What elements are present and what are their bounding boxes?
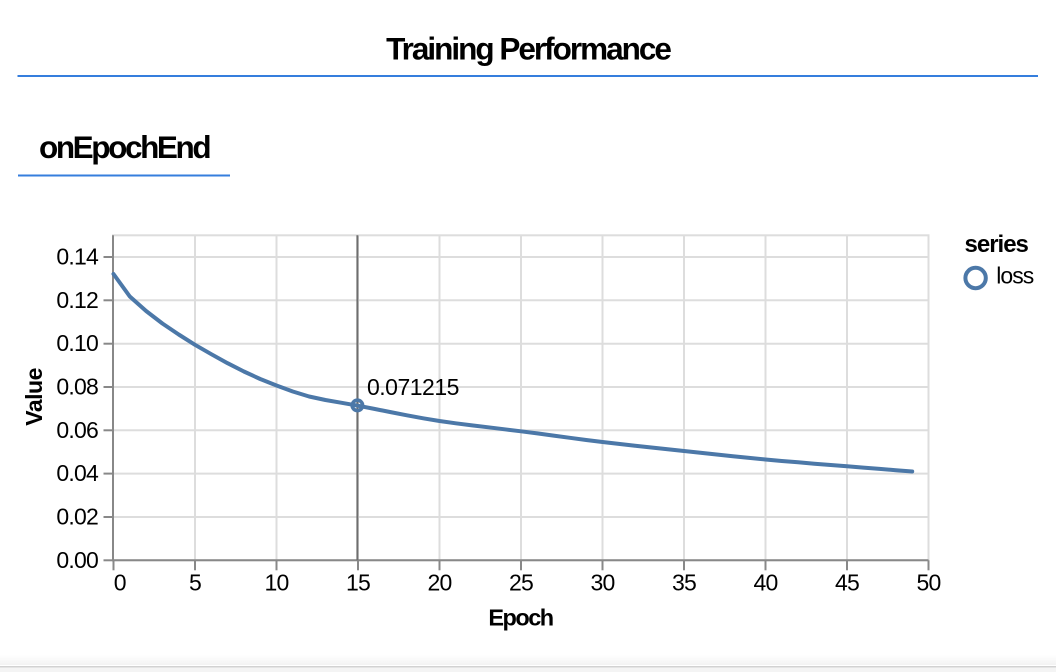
svg-text:0.00: 0.00 (56, 547, 98, 573)
svg-text:0.06: 0.06 (56, 417, 98, 443)
svg-text:Epoch: Epoch (488, 605, 552, 631)
svg-text:10: 10 (265, 570, 289, 596)
svg-text:40: 40 (754, 570, 778, 596)
svg-text:5: 5 (189, 570, 201, 596)
svg-text:loss: loss (996, 263, 1033, 289)
svg-text:Value: Value (21, 368, 47, 426)
svg-text:0.02: 0.02 (56, 504, 98, 530)
svg-text:0.10: 0.10 (56, 330, 98, 356)
svg-text:series: series (965, 231, 1029, 258)
svg-text:35: 35 (672, 570, 696, 596)
svg-text:50: 50 (917, 570, 941, 596)
svg-text:0: 0 (114, 570, 126, 596)
svg-text:0.12: 0.12 (56, 287, 98, 313)
svg-text:25: 25 (509, 570, 533, 596)
svg-text:20: 20 (428, 570, 452, 596)
svg-text:0.071215: 0.071215 (367, 374, 459, 400)
svg-text:0.04: 0.04 (56, 460, 99, 486)
svg-text:onEpochEnd: onEpochEnd (39, 129, 210, 165)
svg-text:0.08: 0.08 (56, 374, 98, 400)
svg-text:30: 30 (591, 570, 615, 596)
svg-text:15: 15 (346, 570, 370, 596)
svg-text:0.14: 0.14 (56, 244, 99, 270)
svg-text:Training Performance: Training Performance (386, 31, 671, 67)
svg-text:45: 45 (835, 570, 859, 596)
